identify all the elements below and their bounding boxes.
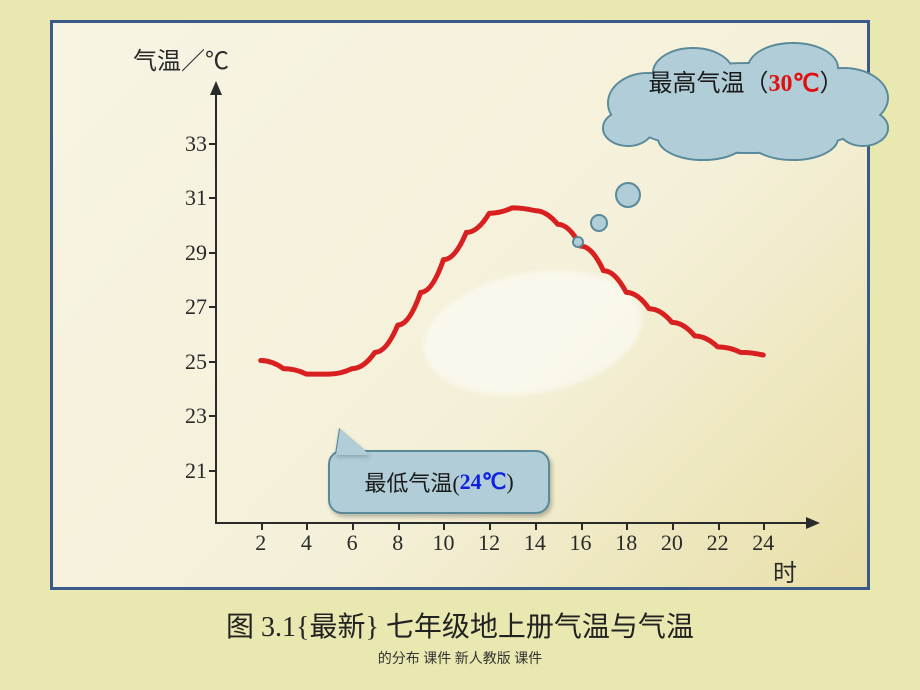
- x-tick-mark: [581, 524, 583, 530]
- x-tick-label: 14: [515, 530, 555, 556]
- y-tick-label: 33: [167, 131, 207, 157]
- x-axis-unit: 时: [773, 553, 797, 588]
- callout-low-tail: [336, 429, 370, 455]
- x-tick-mark: [398, 524, 400, 530]
- y-tick-label: 23: [167, 403, 207, 429]
- callout-low-close: ): [506, 469, 513, 495]
- x-tick-mark: [535, 524, 537, 530]
- callout-high-text: 最高气温（30℃）: [621, 69, 871, 99]
- x-tick-mark: [261, 524, 263, 530]
- figure-caption-main: 图 3.1{最新} 七年级地上册气温与气温: [0, 605, 920, 645]
- x-tick-mark: [718, 524, 720, 530]
- callout-high-value: 30℃: [769, 71, 820, 97]
- x-tick-label: 16: [561, 530, 601, 556]
- y-tick-label: 27: [167, 294, 207, 320]
- callout-low-value: 24℃: [460, 469, 507, 495]
- y-tick-label: 29: [167, 240, 207, 266]
- y-tick-label: 21: [167, 458, 207, 484]
- y-axis-title: 气温／℃: [133, 41, 229, 76]
- x-tick-label: 2: [241, 530, 281, 556]
- y-tick-label: 31: [167, 185, 207, 211]
- x-tick-label: 6: [332, 530, 372, 556]
- callout-low-temp: 最低气温( 24℃ ): [328, 450, 550, 514]
- x-tick-label: 8: [378, 530, 418, 556]
- x-tick-label: 20: [652, 530, 692, 556]
- x-tick-mark: [443, 524, 445, 530]
- x-tick-mark: [306, 524, 308, 530]
- x-tick-mark: [489, 524, 491, 530]
- figure-caption-sub: 的分布 课件 新人教版 课件: [0, 648, 920, 668]
- x-tick-label: 18: [606, 530, 646, 556]
- x-tick-mark: [626, 524, 628, 530]
- x-tick-label: 22: [698, 530, 738, 556]
- x-tick-label: 12: [469, 530, 509, 556]
- callout-high-suffix: ）: [819, 71, 843, 97]
- x-tick-mark: [672, 524, 674, 530]
- y-tick-label: 25: [167, 349, 207, 375]
- callout-high-prefix: 最高气温（: [649, 71, 769, 97]
- x-tick-mark: [763, 524, 765, 530]
- callout-low-label: 最低气温(: [364, 466, 459, 498]
- chart-frame: 气温／℃ 2123252729313324681012141618202224 …: [50, 20, 870, 590]
- x-tick-label: 10: [423, 530, 463, 556]
- x-tick-mark: [352, 524, 354, 530]
- x-tick-label: 4: [286, 530, 326, 556]
